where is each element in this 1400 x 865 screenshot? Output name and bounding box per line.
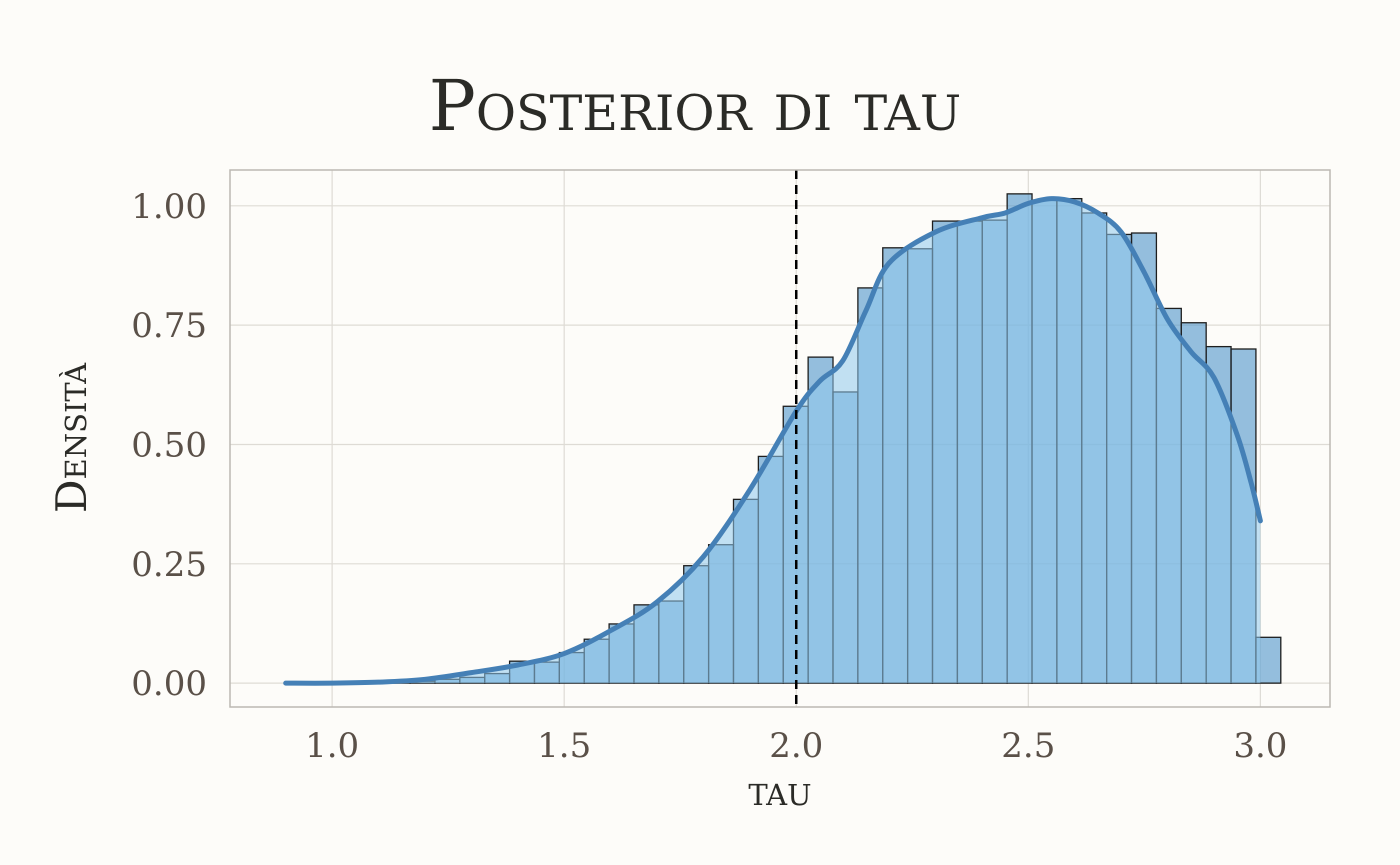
x-tick-label-3: 2.5 [1001,726,1055,766]
x-tick-label-4: 3.0 [1233,726,1287,766]
x-ticks: 1.0 1.5 2.0 2.5 3.0 [305,726,1287,766]
y-ticks: 0.00 0.25 0.50 0.75 1.00 [131,187,207,704]
y-tick-label-2: 0.50 [131,425,207,465]
y-tick-label-1: 0.25 [131,545,207,585]
frame-layer [229,169,1331,708]
x-tick-label-1: 1.5 [537,726,591,766]
x-axis-title: tau [748,766,811,815]
y-tick-label-3: 0.75 [131,306,207,346]
y-axis-title: Densità [47,362,96,513]
density-area [285,198,1261,684]
y-tick-label-0: 0.00 [131,664,207,704]
density-layer [283,196,1263,686]
chart-title: Posterior di tau [429,65,961,147]
x-tick-label-2: 2.0 [769,726,823,766]
density-line [283,196,1263,686]
plot-frame [229,169,1331,708]
y-tick-label-4: 1.00 [131,187,207,227]
x-tick-label-0: 1.0 [305,726,359,766]
